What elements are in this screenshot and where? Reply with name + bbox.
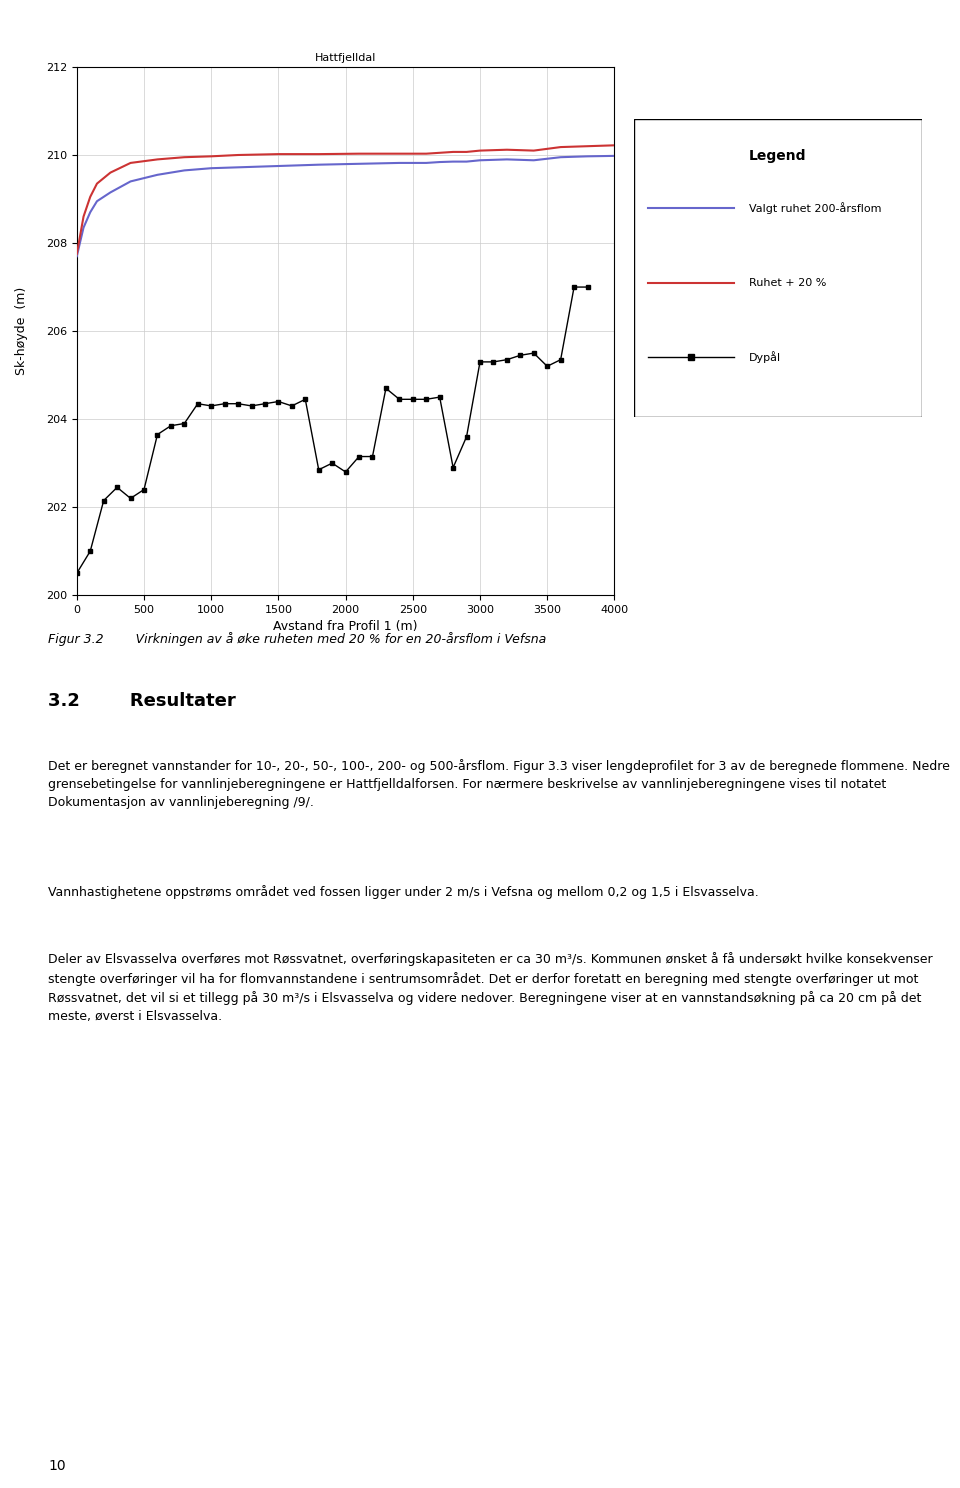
Title: Hattfjelldal: Hattfjelldal: [315, 54, 376, 64]
Text: Ruhet + 20 %: Ruhet + 20 %: [749, 278, 827, 287]
Text: Dypål: Dypål: [749, 351, 780, 363]
Y-axis label: Sk-høyde  (m): Sk-høyde (m): [15, 287, 29, 375]
Text: Valgt ruhet 200-årsflom: Valgt ruhet 200-årsflom: [749, 202, 881, 214]
Text: 3.2        Resultater: 3.2 Resultater: [48, 692, 236, 710]
Text: Det er beregnet vannstander for 10-, 20-, 50-, 100-, 200- og 500-årsflom. Figur : Det er beregnet vannstander for 10-, 20-…: [48, 759, 949, 809]
Text: Figur 3.2        Virkningen av å øke ruheten med 20 % for en 20-årsflom i Vefsna: Figur 3.2 Virkningen av å øke ruheten me…: [48, 632, 546, 646]
Text: Vannhastighetene oppstrøms området ved fossen ligger under 2 m/s i Vefsna og mel: Vannhastighetene oppstrøms området ved f…: [48, 885, 758, 899]
Text: 10: 10: [48, 1460, 65, 1473]
Text: Deler av Elsvasselva overføres mot Røssvatnet, overføringskapasiteten er ca 30 m: Deler av Elsvasselva overføres mot Røssv…: [48, 952, 932, 1024]
Text: Legend: Legend: [749, 149, 806, 162]
X-axis label: Avstand fra Profil 1 (m): Avstand fra Profil 1 (m): [274, 620, 418, 634]
